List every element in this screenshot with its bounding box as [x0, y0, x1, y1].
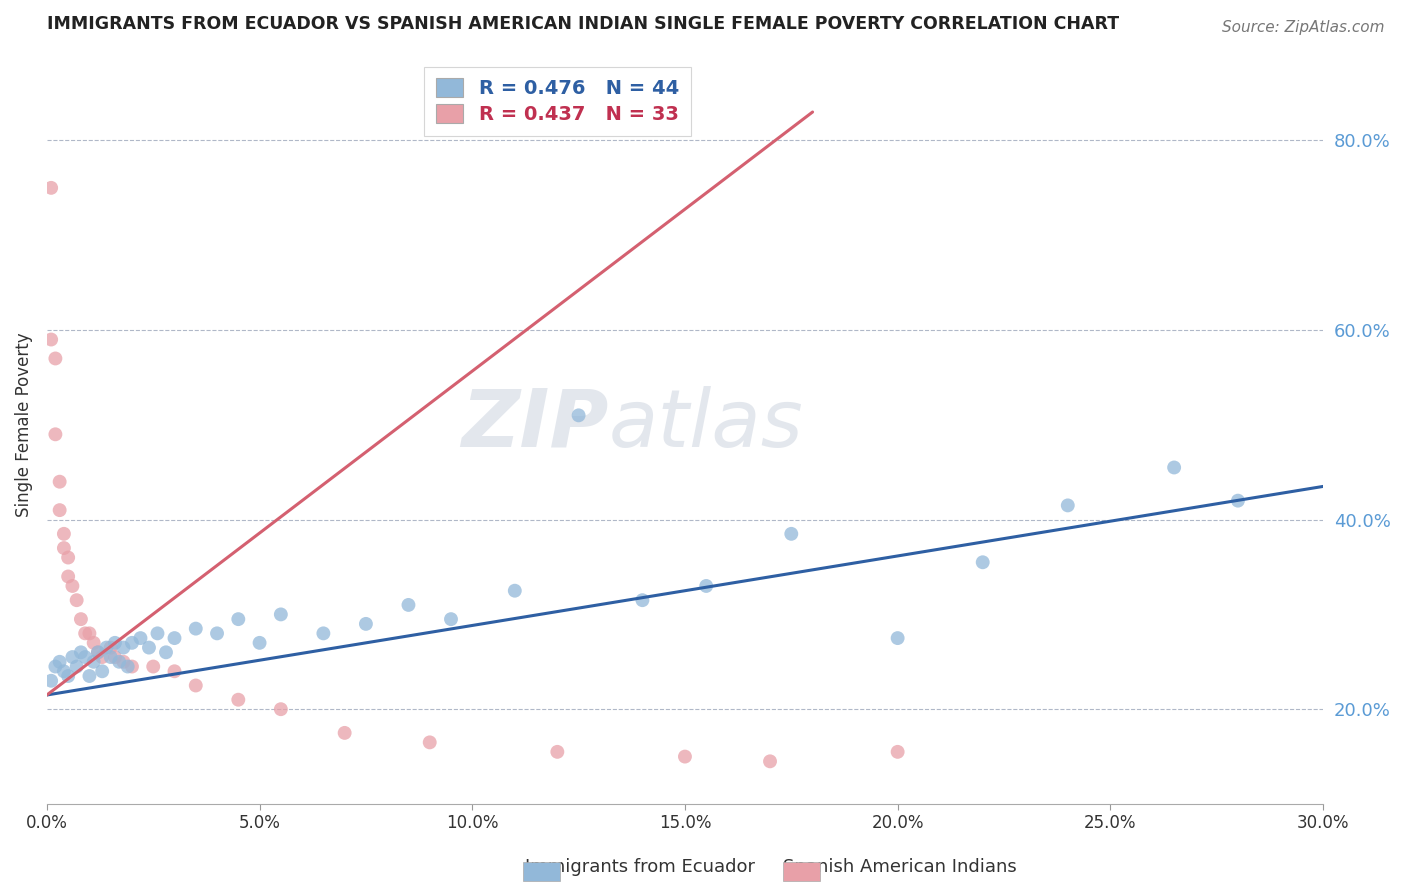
Point [75, 650, 97, 665]
Point [104, 636, 127, 650]
Point [48, 503, 70, 517]
Point [79, 669, 101, 683]
Legend: R = 0.476   N = 44, R = 0.437   N = 33: R = 0.476 N = 44, R = 0.437 N = 33 [425, 67, 690, 136]
Point [138, 640, 160, 655]
Point [440, 612, 463, 626]
Text: atlas: atlas [609, 386, 803, 464]
Point [155, 645, 177, 659]
Point [56, 550, 79, 565]
Point [312, 626, 335, 640]
Point [52, 541, 75, 555]
Point [146, 626, 169, 640]
Y-axis label: Single Female Poverty: Single Female Poverty [15, 333, 32, 517]
Text: Spanish American Indians: Spanish American Indians [783, 858, 1017, 876]
Point [163, 665, 186, 679]
Point [226, 612, 249, 626]
Point [886, 745, 908, 759]
Point [48, 655, 70, 669]
Point [70, 612, 93, 626]
Point [249, 636, 271, 650]
Point [163, 631, 186, 645]
Point [972, 555, 994, 569]
Point [83, 655, 105, 669]
Point [184, 622, 207, 636]
Point [121, 659, 143, 673]
Point [83, 636, 105, 650]
Point [112, 655, 135, 669]
Point [52, 526, 75, 541]
Point [419, 735, 441, 749]
Point [96, 640, 118, 655]
Point [66, 593, 89, 607]
Point [205, 626, 228, 640]
Text: ZIP: ZIP [461, 386, 609, 464]
Point [631, 593, 654, 607]
Point [44, 659, 66, 673]
Point [503, 583, 526, 598]
Point [226, 692, 249, 706]
Point [56, 669, 79, 683]
Text: Source: ZipAtlas.com: Source: ZipAtlas.com [1222, 20, 1385, 35]
Point [673, 749, 696, 764]
Point [48, 475, 70, 489]
Point [100, 640, 122, 655]
Point [398, 598, 420, 612]
Text: Immigrants from Ecuador: Immigrants from Ecuador [524, 858, 755, 876]
Point [333, 726, 356, 740]
Point [129, 631, 152, 645]
Point [1226, 493, 1249, 508]
Point [39, 673, 62, 688]
Text: IMMIGRANTS FROM ECUADOR VS SPANISH AMERICAN INDIAN SINGLE FEMALE POVERTY CORRELA: IMMIGRANTS FROM ECUADOR VS SPANISH AMERI… [46, 15, 1119, 33]
Point [759, 755, 782, 769]
Point [1163, 460, 1185, 475]
Point [91, 650, 114, 665]
Point [270, 607, 292, 622]
Point [66, 659, 89, 673]
Point [56, 569, 79, 583]
Point [568, 409, 591, 423]
Point [108, 655, 131, 669]
Point [695, 579, 717, 593]
Point [104, 650, 127, 665]
Point [39, 333, 62, 347]
Point [117, 659, 139, 673]
Point [270, 702, 292, 716]
Point [100, 650, 122, 665]
Point [62, 650, 84, 665]
Point [91, 665, 114, 679]
Point [1056, 499, 1078, 513]
Point [62, 579, 84, 593]
Point [70, 645, 93, 659]
Point [52, 665, 75, 679]
Point [75, 626, 97, 640]
Point [44, 427, 66, 442]
Point [354, 616, 377, 631]
Point [87, 645, 110, 659]
Point [142, 659, 165, 673]
Point [546, 745, 568, 759]
Point [780, 526, 803, 541]
Point [79, 626, 101, 640]
Point [39, 181, 62, 195]
Point [121, 636, 143, 650]
Point [44, 351, 66, 366]
Point [112, 640, 135, 655]
Point [184, 678, 207, 692]
Point [886, 631, 908, 645]
Point [87, 645, 110, 659]
